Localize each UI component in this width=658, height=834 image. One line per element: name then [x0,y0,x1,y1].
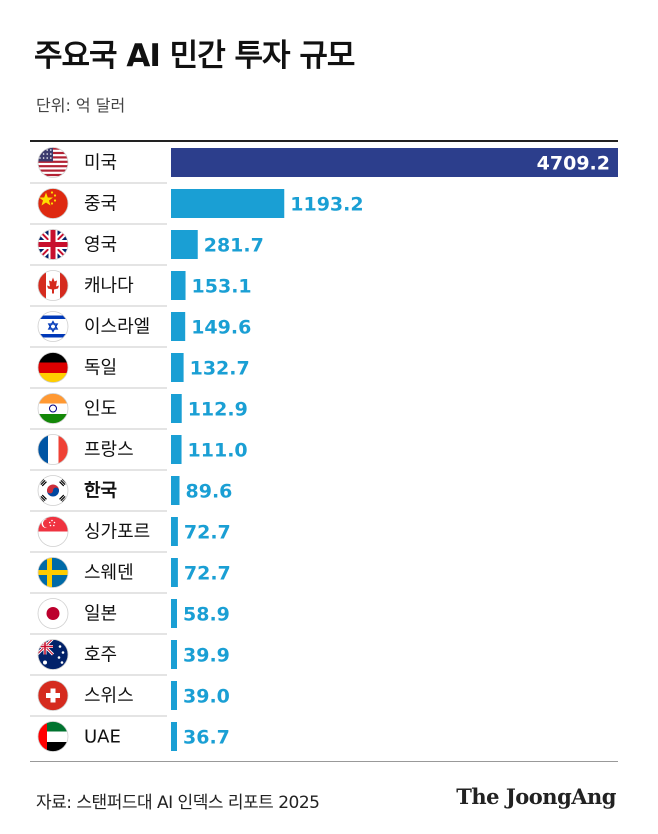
bar [171,230,198,259]
switzerland-flag-icon [37,680,69,711]
value-label: 72.7 [184,522,231,544]
bar [171,599,177,628]
japan-flag-icon [37,598,69,629]
value-label: 89.6 [186,481,233,503]
bar [171,476,180,505]
singapore-flag-icon [37,516,69,547]
israel-flag-icon [37,311,69,342]
value-label: 39.9 [183,645,230,667]
bar [171,312,186,341]
france-flag-icon [37,434,69,465]
category-label: 인도 [84,399,117,420]
category-label: UAE [84,727,121,748]
value-label: 149.6 [191,317,251,339]
category-label: 캐나다 [84,276,134,297]
top-divider [30,140,618,142]
bar [171,394,182,423]
bar [171,353,184,382]
uae-flag-icon [37,721,69,752]
source-note: 자료: 스탠퍼드대 AI 인덱스 리포트 2025 [36,793,320,813]
category-label: 프랑스 [84,440,134,461]
bar [171,640,177,669]
category-label: 스웨덴 [84,563,134,584]
germany-flag-icon [37,352,69,383]
china-flag-icon [37,188,69,219]
publisher-logo: The JoongAng [456,784,616,809]
category-label: 일본 [84,604,117,625]
value-label: 58.9 [183,604,230,626]
bar [171,271,186,300]
us-flag-icon [37,147,69,178]
category-label: 호주 [84,645,117,666]
category-label: 이스라엘 [84,317,150,338]
value-label: 4709.2 [537,153,610,175]
india-flag-icon [37,393,69,424]
chart-title: 주요국 AI 민간 투자 규모 [34,38,355,74]
canada-flag-icon [37,270,69,301]
category-label: 스위스 [84,686,134,707]
value-label: 72.7 [184,563,231,585]
bar [171,189,285,218]
value-label: 111.0 [188,440,248,462]
bar [171,722,177,751]
category-label: 독일 [84,358,117,379]
korea-flag-icon [37,475,69,506]
value-label: 132.7 [190,358,250,380]
bar [171,681,177,710]
category-label: 중국 [84,194,117,215]
sweden-flag-icon [37,557,69,588]
bar [171,558,178,587]
bottom-divider [30,761,618,762]
value-label: 36.7 [183,727,230,749]
uk-flag-icon [37,229,69,260]
category-label: 한국 [84,481,117,502]
bar [171,148,618,177]
category-label: 싱가포르 [84,522,150,543]
category-label: 영국 [84,235,117,256]
value-label: 112.9 [188,399,248,421]
australia-flag-icon [37,639,69,670]
value-label: 1193.2 [290,194,363,216]
bar [171,435,182,464]
value-label: 281.7 [204,235,264,257]
value-label: 39.0 [183,686,230,708]
unit-label: 단위: 억 달러 [36,96,126,115]
bar [171,517,178,546]
category-label: 미국 [84,153,117,174]
value-label: 153.1 [192,276,252,298]
